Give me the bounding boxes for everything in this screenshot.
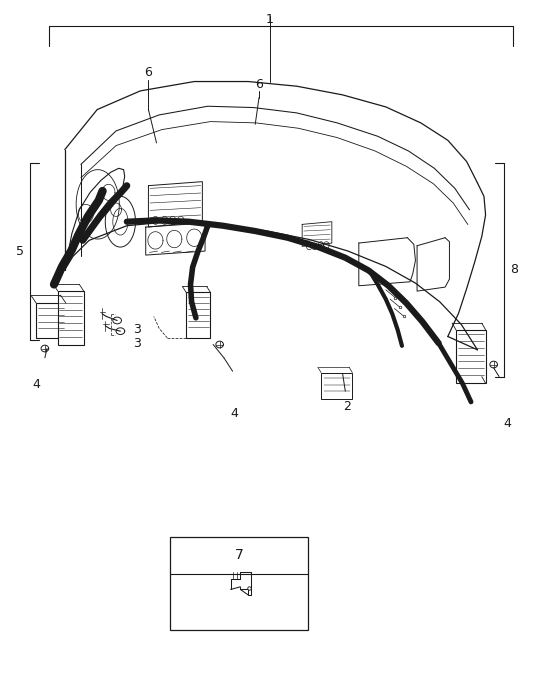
Text: 6: 6: [255, 77, 263, 91]
Text: 1: 1: [266, 13, 274, 26]
Text: 5: 5: [16, 244, 24, 258]
Bar: [321, 373, 352, 399]
Text: 4: 4: [503, 417, 511, 430]
Text: 6: 6: [144, 67, 153, 79]
Bar: [170, 537, 307, 630]
Text: 4: 4: [32, 378, 40, 391]
Bar: [186, 293, 210, 338]
Text: 8: 8: [510, 263, 518, 276]
Text: 3: 3: [132, 323, 141, 336]
Text: 4: 4: [231, 406, 239, 420]
Bar: [456, 330, 486, 383]
Bar: [36, 303, 66, 338]
Text: 7: 7: [234, 548, 243, 563]
Bar: [58, 291, 84, 345]
Text: 3: 3: [132, 336, 141, 350]
Text: 2: 2: [343, 400, 351, 413]
